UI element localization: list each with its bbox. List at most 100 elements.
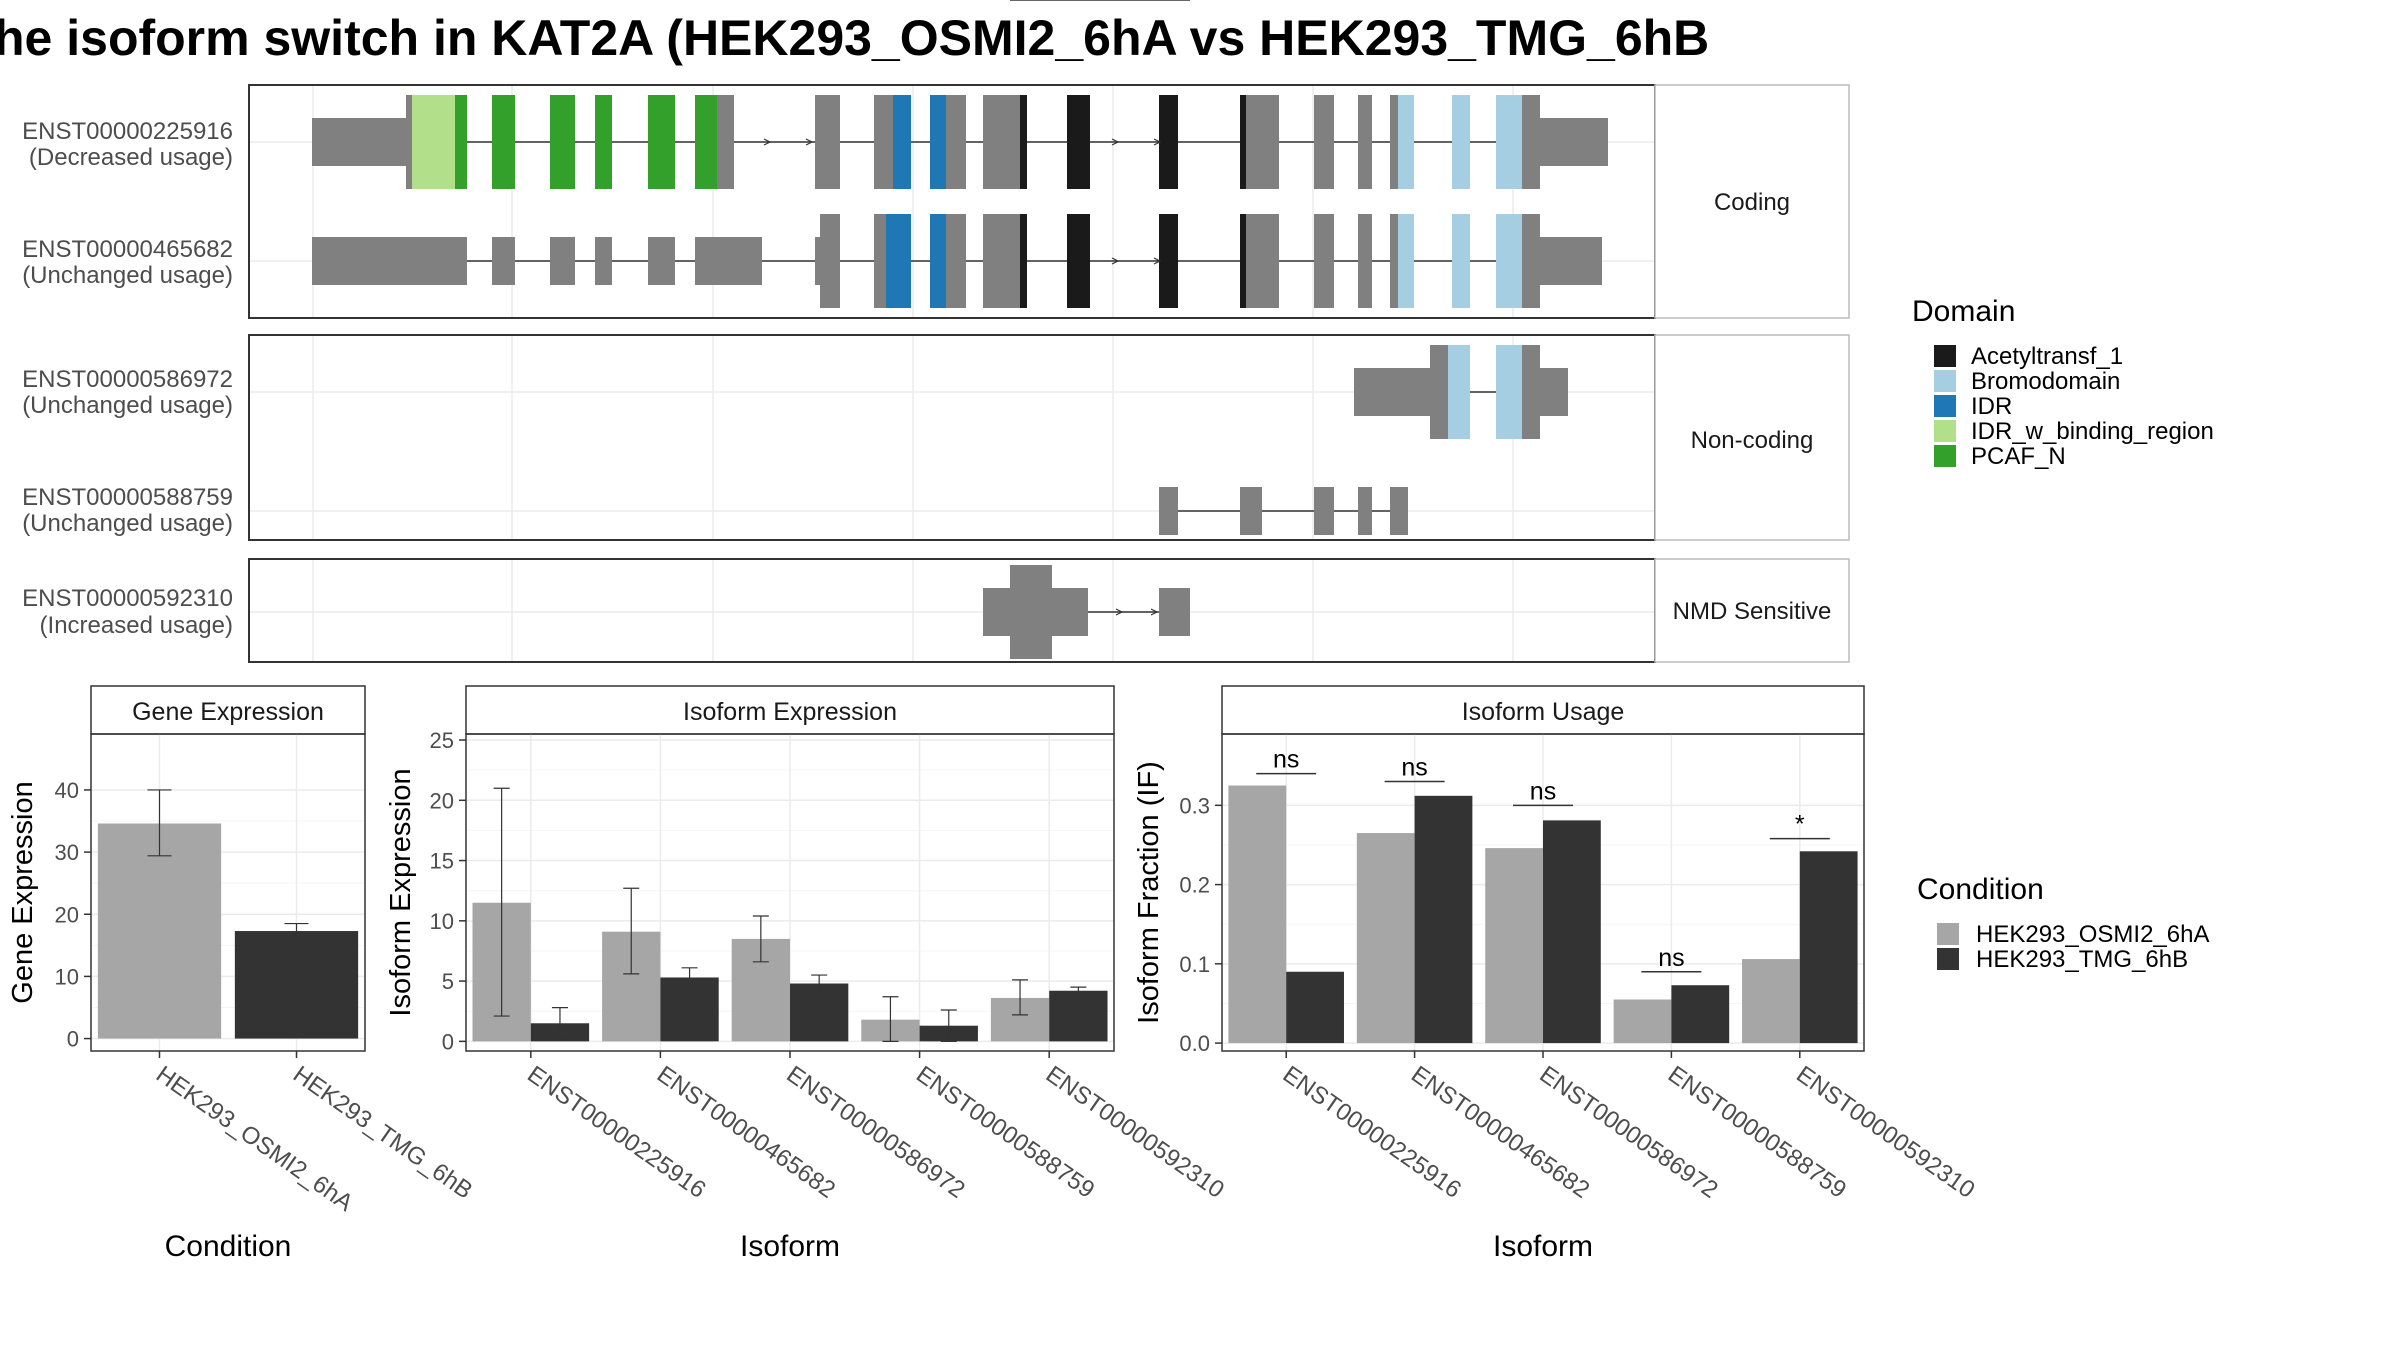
utr-exon (1540, 368, 1568, 416)
exon (946, 95, 966, 189)
transcript-id-label: ENST00000586972 (22, 366, 233, 393)
bar (1671, 985, 1730, 1044)
domain-bromodomain (1398, 214, 1414, 308)
utr-exon (1358, 487, 1372, 535)
utr-exon (312, 237, 467, 285)
y-tick-label: 0.2 (1179, 873, 1210, 898)
exon (1522, 214, 1540, 308)
utr-exon (1390, 487, 1408, 535)
strip-title: Isoform Expression (683, 698, 897, 726)
significance-label: ns (1658, 944, 1684, 972)
y-axis-title: Isoform Expression (385, 768, 417, 1016)
exon (1522, 345, 1540, 439)
transcript-labels: ENST00000225916 (Decreased usage) ENST00… (22, 118, 233, 639)
utr-exon (1540, 237, 1602, 285)
utr-exon (815, 237, 820, 285)
domain-legend-title: Domain (1912, 295, 2015, 328)
significance-label: ns (1273, 746, 1299, 774)
exon (1358, 95, 1372, 189)
strip-header (1221, 685, 1865, 735)
panel-noncoding: Non-coding (248, 334, 1850, 541)
domain-idr (930, 214, 946, 308)
strip-title: Isoform Usage (1462, 698, 1625, 726)
y-tick-label: 0 (67, 1027, 79, 1052)
domain-pcaf-n (595, 95, 612, 189)
strand-arrow (1150, 608, 1159, 616)
strip-header (465, 685, 1115, 735)
strand-arrow (1153, 257, 1162, 265)
y-tick-label: 30 (55, 840, 79, 865)
legend-label: PCAF_N (1971, 443, 2066, 470)
exon (983, 95, 1020, 189)
isoform-expression-chart: Isoform Expression0510152025ENST00000225… (385, 685, 1229, 1263)
exon (1246, 214, 1279, 308)
domain-acetyltransf (1020, 214, 1027, 308)
domain-acetyltransf (1067, 214, 1090, 308)
panel-coding: Coding (248, 84, 1850, 319)
legend-swatch (1934, 445, 1956, 467)
y-tick-label: 15 (430, 849, 454, 874)
bar (1356, 833, 1415, 1044)
domain-bromodomain (1448, 345, 1470, 439)
y-tick-label: 10 (430, 909, 454, 934)
transcript-usage-label: (Increased usage) (40, 612, 233, 639)
exon (406, 95, 412, 189)
significance-label: ns (1401, 754, 1427, 782)
x-axis-title: Isoform (1493, 1230, 1593, 1263)
legend-label: HEK293_TMG_6hB (1976, 946, 2188, 973)
legend-label: Bromodomain (1971, 368, 2120, 395)
strand-arrow (805, 138, 814, 146)
utr-exon (1159, 487, 1178, 535)
exon (874, 214, 886, 308)
domain-legend: Domain Acetyltransf_1BromodomainIDRIDR_w… (1912, 295, 2214, 470)
bar (1485, 848, 1543, 1044)
exon (1390, 214, 1398, 308)
legend-swatch (1937, 923, 1959, 945)
legend-swatch (1937, 948, 1959, 970)
strand-arrow (1111, 257, 1120, 265)
y-tick-label: 0.3 (1179, 793, 1210, 818)
legend-swatch (1934, 370, 1956, 392)
legend-swatch (1934, 345, 1956, 367)
strip-title: Gene Expression (132, 698, 324, 726)
domain-acetyltransf (1067, 95, 1090, 189)
y-tick-label: 20 (430, 788, 454, 813)
domain-pcaf-n (695, 95, 717, 189)
domain-idr (893, 95, 911, 189)
domain-bromodomain (1496, 214, 1522, 308)
bar (790, 983, 849, 1042)
exon (1010, 565, 1052, 659)
y-tick-label: 10 (55, 964, 79, 989)
domain-bromodomain (1452, 95, 1470, 189)
domain-bromodomain (1496, 345, 1522, 439)
significance-label: * (1795, 811, 1805, 839)
domain-bromodomain (1496, 95, 1522, 189)
y-tick-label: 5 (442, 969, 454, 994)
domain-acetyltransf (1020, 95, 1027, 189)
legend-label: IDR_w_binding_region (1971, 418, 2214, 445)
panel-border (90, 733, 366, 1052)
x-axis-title: Condition (165, 1230, 292, 1263)
transcript-usage-label: (Unchanged usage) (22, 510, 233, 537)
transcript-id-label: ENST00000465682 (22, 236, 233, 263)
bar (234, 931, 359, 1039)
utr-exon (550, 237, 575, 285)
bar (1414, 795, 1473, 1044)
exon (1430, 345, 1448, 439)
transcript-id-label: ENST00000588759 (22, 484, 233, 511)
strand-arrow (1115, 608, 1124, 616)
domain-bromodomain (1398, 95, 1414, 189)
utr-exon (983, 588, 1010, 636)
structure-panels: Coding Non-coding NMD Sensitive ENST0000… (22, 0, 1850, 663)
figure-title: he isoform switch in KAT2A (HEK293_OSMI2… (0, 10, 1709, 66)
utr-exon (1540, 118, 1608, 166)
strand-arrow (1153, 138, 1162, 146)
y-axis-title: Gene Expression (7, 781, 39, 1003)
domain-pcaf-n (492, 95, 515, 189)
domain-acetyltransf (1240, 95, 1246, 189)
transcript-usage-label: (Decreased usage) (29, 144, 233, 171)
bar (1799, 851, 1858, 1044)
x-axis-title: Isoform (740, 1230, 840, 1263)
